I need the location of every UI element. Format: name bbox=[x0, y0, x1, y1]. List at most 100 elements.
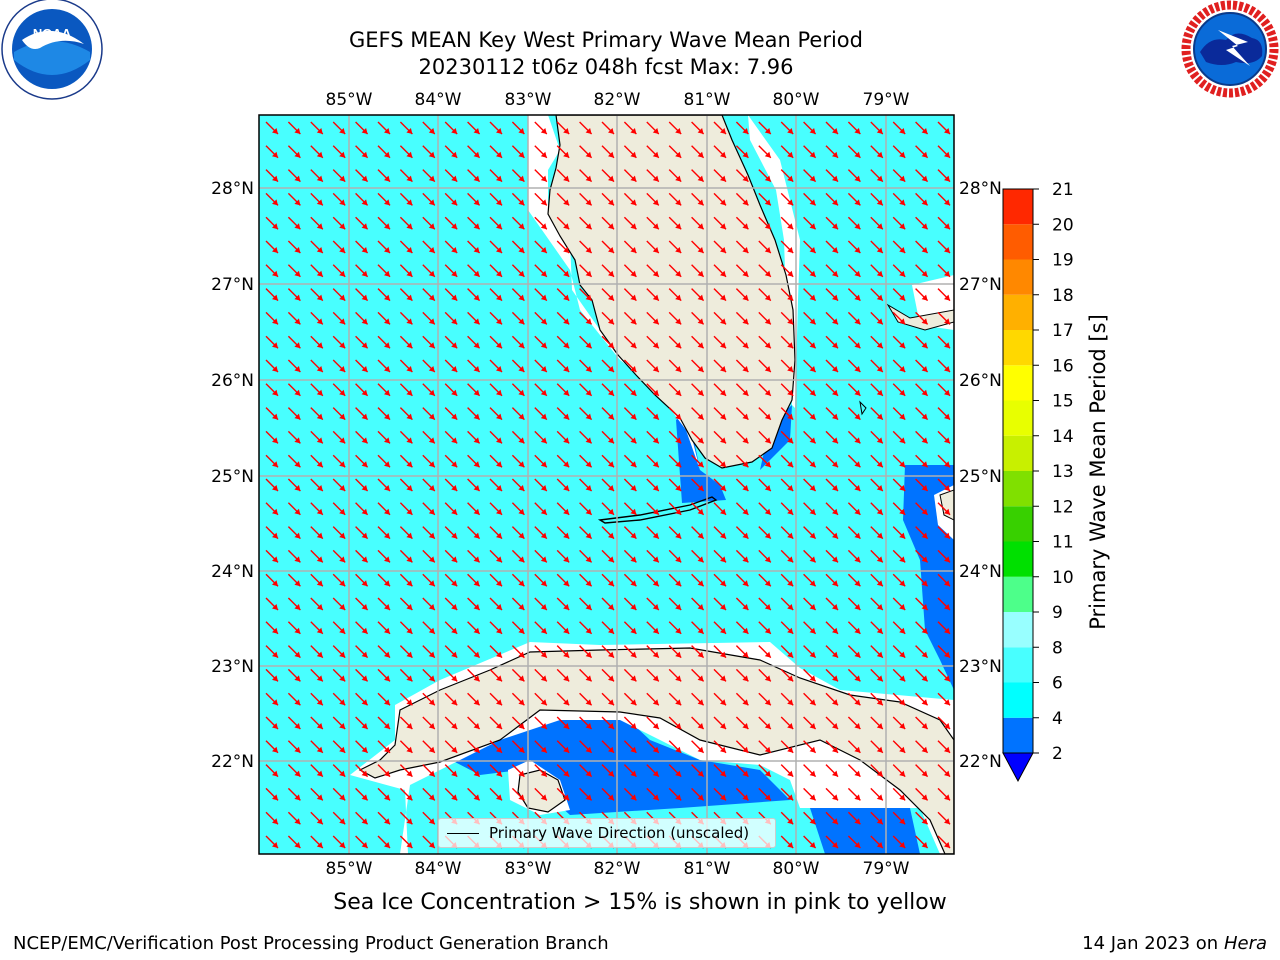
wave-arrow-head bbox=[563, 342, 570, 349]
wave-arrow-head bbox=[406, 699, 413, 706]
wave-arrow-head bbox=[339, 342, 346, 349]
colorbar-tick-label: 13 bbox=[1052, 462, 1074, 482]
wave-arrow-head bbox=[518, 151, 525, 158]
wave-arrow-head bbox=[272, 675, 278, 682]
wave-arrow-head bbox=[675, 461, 682, 468]
wave-arrow-head bbox=[876, 270, 883, 277]
wave-arrow-head bbox=[496, 556, 502, 563]
wave-arrow-head bbox=[518, 128, 525, 134]
wave-arrow-head bbox=[787, 175, 794, 182]
wave-arrow-head bbox=[608, 461, 614, 468]
wave-arrow-head bbox=[787, 437, 794, 444]
wave-arrow-head bbox=[384, 794, 390, 801]
wave-arrow-head bbox=[697, 389, 704, 396]
wave-arrow-head bbox=[496, 294, 502, 301]
wave-arrow-head bbox=[428, 437, 435, 444]
wave-arrow-head bbox=[518, 746, 525, 753]
wave-arrow-head bbox=[697, 699, 704, 706]
wave-arrow-head bbox=[697, 223, 704, 230]
wave-arrow-head bbox=[540, 746, 547, 753]
wave-arrow-head bbox=[451, 532, 458, 539]
wave-arrow-head bbox=[428, 485, 435, 491]
wave-arrow-head bbox=[652, 651, 659, 658]
wave-arrow-head bbox=[294, 485, 301, 491]
wave-arrow-head bbox=[630, 485, 637, 491]
wave-arrow-head bbox=[384, 342, 390, 349]
wave-arrow-head bbox=[630, 699, 637, 706]
wave-arrow-head bbox=[518, 247, 525, 253]
wave-arrow-head bbox=[608, 508, 614, 515]
lon-label: 80°W bbox=[773, 859, 820, 879]
wave-arrow-head bbox=[316, 746, 323, 753]
wave-arrow-head bbox=[272, 746, 278, 753]
wave-arrow-head bbox=[473, 318, 480, 325]
lat-labels-left: 28°N 27°N 26°N 25°N 24°N 23°N 22°N bbox=[211, 179, 254, 772]
wave-arrow-head bbox=[608, 342, 614, 349]
wave-arrow-head bbox=[563, 699, 570, 706]
wave-arrow-head bbox=[675, 270, 682, 277]
wave-arrow-head bbox=[675, 794, 682, 801]
wave-arrow-head bbox=[496, 175, 502, 182]
wave-arrow-head bbox=[316, 175, 323, 182]
wave-arrow-head bbox=[451, 223, 458, 230]
wave-arrow-head bbox=[585, 247, 592, 253]
wave-arrow-head bbox=[899, 604, 906, 610]
wave-arrow-head bbox=[540, 675, 547, 682]
wave-arrow-head bbox=[406, 247, 413, 253]
wave-arrow-head bbox=[697, 627, 704, 634]
wave-arrow-head bbox=[608, 770, 614, 777]
wave-arrow-head bbox=[496, 746, 502, 753]
wave-arrow-head bbox=[652, 746, 659, 753]
wave-arrow-head bbox=[608, 699, 614, 706]
wave-arrow-head bbox=[518, 485, 525, 491]
wave-arrow-head bbox=[563, 723, 570, 729]
wave-arrow-head bbox=[406, 746, 413, 753]
wave-arrow-head bbox=[451, 413, 458, 420]
wave-arrow-head bbox=[720, 270, 726, 277]
wave-arrow-head bbox=[316, 294, 323, 301]
wave-arrow-head bbox=[944, 723, 950, 729]
colorbar-extend bbox=[1002, 752, 1034, 783]
wave-arrow-head bbox=[921, 461, 928, 468]
wave-arrow-head bbox=[899, 723, 906, 729]
wave-arrow-head bbox=[720, 556, 726, 563]
wave-arrow-head bbox=[944, 794, 950, 801]
wave-arrow-head bbox=[339, 556, 346, 563]
wave-arrow-head bbox=[787, 651, 794, 658]
lon-label: 84°W bbox=[415, 859, 462, 879]
wave-arrow-head bbox=[518, 723, 525, 729]
wave-arrow-head bbox=[294, 818, 301, 825]
wave-arrow-head bbox=[272, 794, 278, 801]
wave-arrow-head bbox=[428, 794, 435, 801]
wave-arrow-head bbox=[451, 651, 458, 658]
wave-arrow-head bbox=[675, 508, 682, 515]
wave-arrow-head bbox=[944, 151, 950, 158]
wave-arrow-head bbox=[428, 818, 435, 825]
wave-arrow-head bbox=[406, 604, 413, 610]
wave-arrow-head bbox=[764, 627, 771, 634]
svg-text:NOAA: NOAA bbox=[33, 26, 72, 41]
wave-arrow-head bbox=[272, 699, 278, 706]
wave-arrow-head bbox=[294, 842, 301, 848]
wave-arrow-head bbox=[787, 485, 794, 491]
wave-arrow-head bbox=[451, 342, 458, 349]
wave-arrow-head bbox=[764, 651, 771, 658]
wave-arrow-head bbox=[451, 723, 458, 729]
wave-arrow-head bbox=[854, 437, 861, 444]
wave-arrow-head bbox=[697, 675, 704, 682]
wave-arrow-head bbox=[787, 818, 794, 825]
wave-arrow-head bbox=[339, 651, 346, 658]
wave-arrow-head bbox=[272, 270, 278, 277]
wave-arrow-head bbox=[361, 223, 368, 230]
wave-arrow-head bbox=[854, 818, 861, 825]
wave-arrow-head bbox=[921, 366, 928, 372]
wave-arrow-head bbox=[652, 794, 659, 801]
wave-arrow-head bbox=[518, 627, 525, 634]
wave-arrow-head bbox=[428, 627, 435, 634]
wave-arrow-head bbox=[294, 627, 301, 634]
wave-arrow-head bbox=[496, 247, 502, 253]
wave-arrow-head bbox=[720, 413, 726, 420]
wave-arrow-head bbox=[608, 175, 614, 182]
wave-arrow-head bbox=[809, 746, 816, 753]
wave-arrow-head bbox=[473, 389, 480, 396]
